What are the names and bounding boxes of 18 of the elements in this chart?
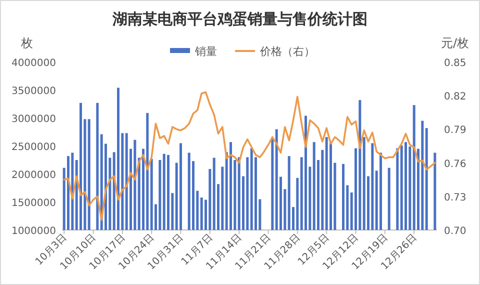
y2-tick-label: 0.82 — [444, 92, 466, 103]
y-axis-title: 枚 — [20, 36, 33, 50]
y-tick-label: 1500000 — [11, 198, 56, 209]
y2-tick-label: 0.70 — [444, 226, 466, 237]
y-tick-label: 3500000 — [11, 86, 56, 97]
y-tick-label: 1000000 — [11, 226, 56, 237]
legend-label: 价格（右） — [259, 45, 315, 58]
chart-title: 湖南某电商平台鸡蛋销量与售价统计图 — [112, 10, 368, 28]
y-tick-label: 2500000 — [11, 142, 56, 153]
y2-tick-label: 0.73 — [444, 192, 466, 204]
y-tick-label: 2000000 — [11, 170, 56, 181]
y2-axis-title: 元/枚 — [440, 36, 470, 50]
y2-tick-label: 0.76 — [444, 158, 466, 170]
legend-label: 销量 — [194, 45, 217, 58]
y2-tick-label: 0.85 — [444, 58, 466, 69]
y-tick-label: 3000000 — [11, 114, 56, 125]
y-tick-label: 4000000 — [11, 58, 56, 69]
y2-tick-label: 0.79 — [444, 125, 466, 136]
